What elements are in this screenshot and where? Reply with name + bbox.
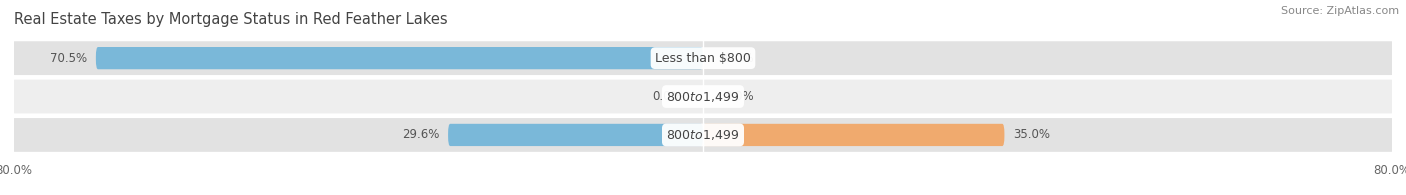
FancyBboxPatch shape <box>11 118 1395 152</box>
Text: Less than $800: Less than $800 <box>655 52 751 65</box>
FancyBboxPatch shape <box>11 41 1395 75</box>
Text: 35.0%: 35.0% <box>1012 129 1050 141</box>
Text: 0.0%: 0.0% <box>652 90 682 103</box>
FancyBboxPatch shape <box>96 47 703 69</box>
Text: Real Estate Taxes by Mortgage Status in Red Feather Lakes: Real Estate Taxes by Mortgage Status in … <box>14 12 447 27</box>
Text: 29.6%: 29.6% <box>402 129 440 141</box>
Text: $800 to $1,499: $800 to $1,499 <box>666 128 740 142</box>
Text: $800 to $1,499: $800 to $1,499 <box>666 90 740 104</box>
FancyBboxPatch shape <box>703 124 1004 146</box>
Text: 0.0%: 0.0% <box>724 52 754 65</box>
Text: Source: ZipAtlas.com: Source: ZipAtlas.com <box>1281 6 1399 16</box>
Text: 0.0%: 0.0% <box>724 90 754 103</box>
FancyBboxPatch shape <box>11 80 1395 113</box>
Text: 70.5%: 70.5% <box>51 52 87 65</box>
FancyBboxPatch shape <box>449 124 703 146</box>
